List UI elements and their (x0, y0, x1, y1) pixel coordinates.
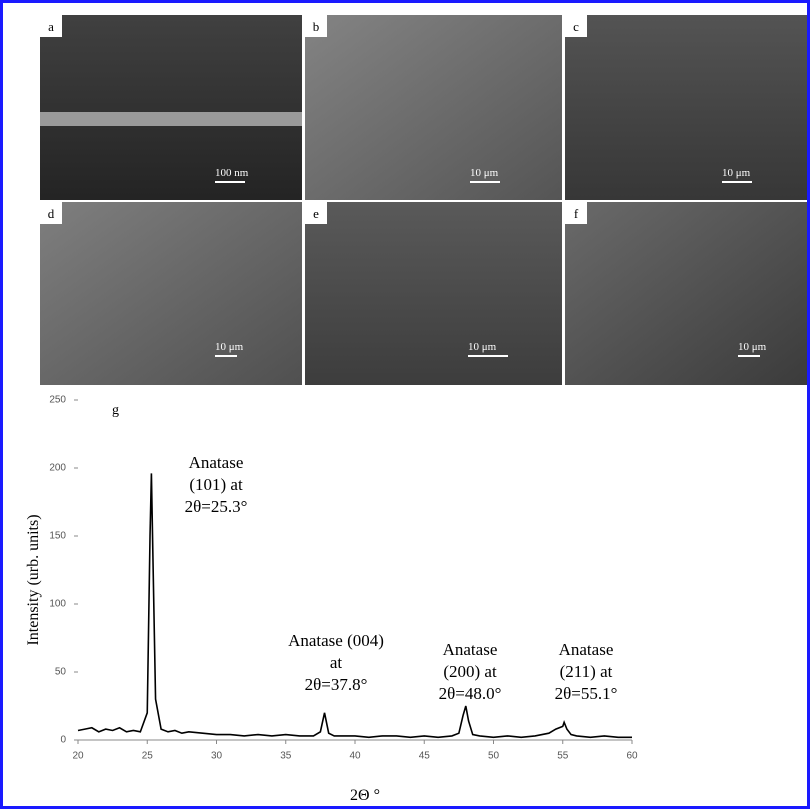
scale-label: 10 μm (738, 341, 767, 353)
peak-annotation: at (330, 653, 343, 672)
panel-label: d (48, 206, 55, 221)
x-tick-label: 35 (280, 751, 292, 762)
film-edge (40, 112, 302, 126)
sem-texture (40, 15, 302, 200)
x-tick-label: 55 (557, 751, 569, 762)
x-tick-label: 50 (488, 751, 500, 762)
y-axis-label: Intensity (urb. units) (25, 514, 42, 645)
sem-texture (305, 202, 562, 385)
peak-annotation: 2θ=25.3° (185, 497, 248, 516)
sem-texture (305, 15, 562, 200)
scale-label: 10 μm (468, 341, 497, 353)
sem-texture (565, 15, 807, 200)
panel-label: f (574, 206, 579, 221)
scale-label: 10 μm (470, 167, 499, 179)
x-tick-label: 25 (142, 751, 154, 762)
x-axis-label: 2Θ ° (350, 787, 380, 804)
peak-annotation: Anatase (004) (288, 631, 384, 650)
y-tick-label: 150 (49, 531, 66, 542)
scale-label: 10 μm (722, 167, 751, 179)
peak-annotation: (211) at (560, 662, 613, 681)
panel-label: e (313, 206, 319, 221)
peak-annotation: (200) at (443, 662, 497, 681)
y-tick-label: 0 (60, 735, 66, 746)
peak-annotation: 2θ=37.8° (305, 675, 368, 694)
x-tick-label: 40 (349, 751, 361, 762)
peak-annotation: Anatase (189, 453, 244, 472)
peak-annotation: 2θ=48.0° (439, 684, 502, 703)
peak-annotation: 2θ=55.1° (555, 684, 618, 703)
x-tick-label: 30 (211, 751, 223, 762)
panel-label: b (313, 19, 320, 34)
sem-texture (565, 202, 807, 385)
panel-label: c (573, 19, 579, 34)
peak-annotation: (101) at (189, 475, 243, 494)
y-tick-label: 200 (49, 463, 66, 474)
y-tick-label: 100 (49, 599, 66, 610)
panel-label: g (112, 403, 119, 418)
x-tick-label: 60 (626, 751, 638, 762)
scale-label: 100 nm (215, 167, 249, 179)
peak-annotation: Anatase (559, 640, 614, 659)
sem-texture (40, 202, 302, 385)
panel-label: a (48, 19, 54, 34)
x-tick-label: 20 (72, 751, 84, 762)
scale-label: 10 μm (215, 341, 244, 353)
figure: a 100 nm b 10 μm c 10 μm d 10 μm e 10 μm f 10 μm 0 5… (0, 0, 810, 809)
x-tick-label: 45 (419, 751, 431, 762)
panels: a 100 nm b 10 μm c 10 μm d 10 μm e 10 μm f 10 μm (40, 15, 807, 385)
y-tick-label: 50 (55, 667, 67, 678)
peak-annotation: Anatase (443, 640, 498, 659)
y-tick-label: 250 (49, 395, 66, 406)
